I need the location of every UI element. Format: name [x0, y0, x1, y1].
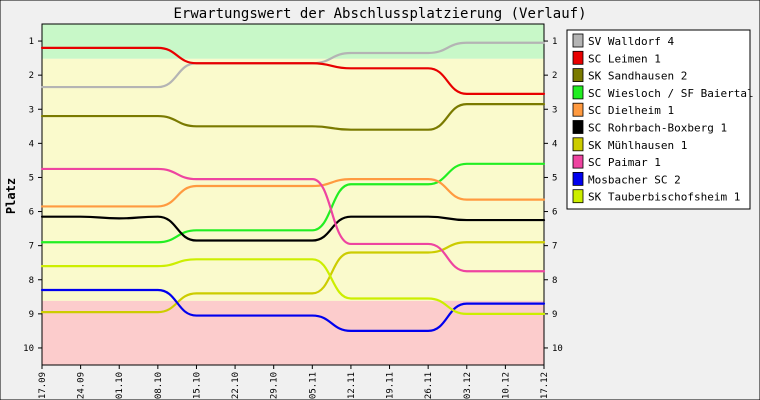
x-tick-label: 29.10 — [270, 372, 280, 399]
y-tick-label-left: 8 — [29, 276, 34, 286]
legend-label: SK Mühlhausen 1 — [588, 139, 687, 152]
legend: SV Walldorf 4 SC Leimen 1 SK Sandhausen 2 S… — [566, 29, 760, 210]
legend-swatch — [572, 120, 584, 134]
legend-label: SK Sandhausen 2 — [588, 70, 687, 83]
y-tick-label-right: 8 — [552, 276, 557, 286]
x-tick-label: 22.10 — [231, 372, 241, 399]
x-tick-label: 03.12 — [463, 372, 473, 399]
legend-label: SC Leimen 1 — [588, 52, 661, 65]
y-tick-label-right: 10 — [552, 344, 563, 354]
band-relegation — [42, 300, 544, 365]
x-tick-label: 01.10 — [115, 372, 125, 399]
y-tick-label-right: 4 — [552, 139, 557, 149]
y-tick-label-right: 7 — [552, 242, 557, 252]
plot-area: 1 1 2 2 3 3 4 4 5 5 6 6 7 7 8 8 9 9 10 10 17.09 24.09 01.10 08.… — [23, 23, 563, 399]
x-tick-label: 17.09 — [38, 372, 48, 399]
band-promotion — [42, 24, 544, 59]
legend-swatch — [572, 189, 584, 204]
y-tick-label-right: 1 — [552, 37, 557, 47]
legend-swatch — [572, 85, 584, 100]
series-line — [40, 178, 546, 208]
x-tick-label: 05.11 — [308, 372, 318, 399]
y-tick-label-left: 5 — [29, 173, 34, 183]
y-tick-label-left: 1 — [29, 37, 34, 47]
series-line — [40, 215, 546, 242]
y-tick-label-right: 5 — [552, 173, 557, 183]
legend-label: SC Wiesloch / SF Baiertal 1 — [588, 87, 760, 100]
legend-swatch — [572, 33, 584, 48]
legend-swatch — [572, 50, 584, 65]
legend-label: SC Dielheim 1 — [588, 104, 674, 117]
legend-swatch — [572, 68, 584, 82]
legend-swatch — [572, 171, 584, 186]
series-line — [40, 162, 546, 244]
legend-label: Mosbacher SC 2 — [588, 173, 681, 186]
y-tick-label-left: 6 — [29, 208, 34, 218]
series-line — [40, 258, 546, 315]
legend-swatch — [572, 137, 584, 152]
x-tick-label: 24.09 — [77, 372, 87, 399]
y-tick-label-right: 2 — [552, 71, 557, 81]
y-tick-label-left: 4 — [29, 139, 34, 149]
legend-swatch — [572, 154, 584, 169]
x-tick-label: 15.10 — [192, 372, 202, 399]
legend-label: SK Tauberbischofsheim 1 — [588, 191, 740, 204]
x-tick-label: 19.11 — [386, 372, 396, 399]
legend-box — [566, 29, 751, 210]
series-line — [40, 288, 546, 332]
legend-label: SV Walldorf 4 — [588, 35, 674, 48]
y-tick-label-right: 9 — [552, 310, 557, 320]
series-line — [40, 241, 546, 314]
y-tick-label-right: 3 — [552, 105, 557, 115]
chart-title: Erwartungswert der Abschlussplatzierung … — [173, 6, 586, 22]
series-line — [40, 103, 546, 131]
y-tick-label-left: 2 — [29, 71, 34, 81]
x-tick-label: 10.12 — [501, 372, 511, 399]
y-tick-label-left: 10 — [23, 344, 34, 354]
x-tick-label: 26.11 — [424, 372, 434, 399]
legend-swatch — [572, 102, 584, 117]
y-tick-label-right: 6 — [552, 208, 557, 218]
y-tick-label-left: 9 — [29, 310, 34, 320]
series-line — [40, 167, 546, 273]
legend-label: SC Rohrbach-Boxberg 1 — [588, 122, 727, 135]
plot-frame — [41, 23, 545, 366]
legend-label: SC Paimar 1 — [588, 156, 661, 169]
y-axis-label: Platz — [4, 178, 18, 214]
x-tick-label: 17.12 — [540, 372, 550, 399]
series-line — [40, 46, 546, 96]
y-tick-label-left: 7 — [29, 242, 34, 252]
y-tick-label-left: 3 — [29, 105, 34, 115]
x-tick-label: 12.11 — [347, 372, 357, 399]
x-tick-label: 08.10 — [154, 372, 164, 399]
